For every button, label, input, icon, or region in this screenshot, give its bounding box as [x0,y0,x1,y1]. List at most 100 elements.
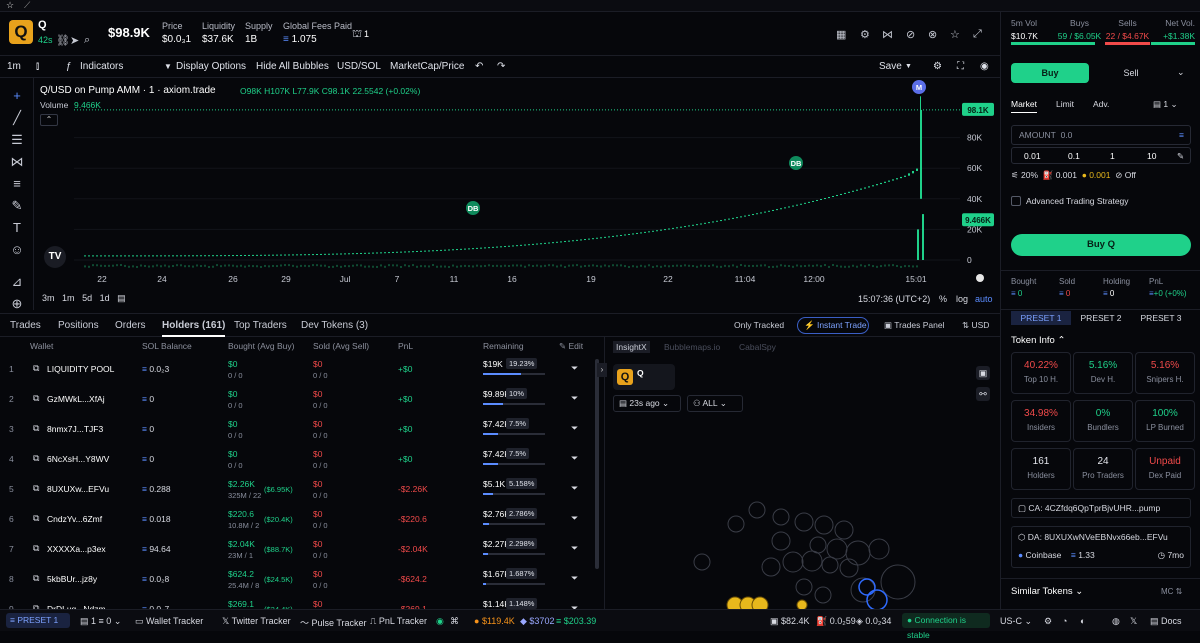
tab-top-traders[interactable]: Top Traders [234,320,287,331]
table-row[interactable]: 4 ⧉ 6NcXsH...Y8WV ≡ 0 $0 0 / 0 $0 0 / 0 +$0 $7.42… [0,445,595,475]
palette-icon[interactable]: ◐ [1080,616,1085,626]
amount-preset[interactable]: 0.01 [1024,151,1041,161]
brush-icon[interactable]: ✎ [9,198,25,214]
preset-3-tab[interactable]: PRESET 3 [1131,311,1191,325]
calendar-icon[interactable]: ▤ [117,293,126,303]
trade-settings[interactable]: ⚟ 20% ⛽ 0.001 ● 0.001 ⊘ Off [1011,170,1191,181]
tab-dev-tokens[interactable]: Dev Tokens (3) [301,320,368,331]
zoom-icon[interactable]: ⊕ [9,296,25,312]
bell-icon[interactable]: ◔ [1062,616,1067,626]
table-row[interactable]: 9⧉DrDLuq...Ndzm≡ 0.0₂7$269.1($24.4K)$0-$… [0,595,595,609]
region-selector[interactable]: US-C ⌄ [1000,616,1032,627]
settings-icon[interactable]: ⚙ [1044,616,1052,627]
redo-icon[interactable]: ↷ [497,61,505,72]
candle-type-icon[interactable]: ⫾ [36,61,39,72]
expand-icon[interactable]: ⤢ [973,28,982,41]
only-tracked-toggle[interactable]: Only Tracked [734,320,784,330]
tab-orders[interactable]: Orders [115,320,146,331]
filter-icon[interactable]: ⏷ [571,513,578,524]
filter-icon[interactable]: ⏷ [571,573,578,584]
dev-address[interactable]: ⬡ DA: 8UXUXwNVeEBNvx66eb...EFVu ● Coinba… [1011,526,1191,568]
pulse-tracker-button[interactable]: 〜 Pulse Tracker [300,616,367,629]
percent-toggle[interactable]: % [939,294,947,304]
sell-tab[interactable]: Sell [1091,63,1171,83]
star-icon[interactable]: ☆ [950,28,960,41]
external-link-icon[interactable]: ⧉ [33,453,39,464]
instant-trade-button[interactable]: ⚡ Instant Trade [797,317,869,334]
wallet-address[interactable]: 8UXUXw...EFVu [47,484,109,494]
docs-link[interactable]: ▤ Docs [1150,616,1182,627]
wallets-selector[interactable]: ▤ 1 ⌄ [1153,99,1178,110]
external-link-icon[interactable]: ⧉ [33,393,39,404]
wallet-address[interactable]: 8nmx7J...TJF3 [47,424,103,434]
preset-1-tab[interactable]: PRESET 1 [1011,311,1071,325]
external-link-icon[interactable]: ⧉ [33,543,39,554]
amount-preset[interactable]: 1 [1110,151,1115,161]
adv-tab[interactable]: Adv. [1093,99,1109,109]
chart-icon[interactable]: ⟋ [24,0,30,11]
settings-icon[interactable]: ⚙ [860,28,870,41]
edit-button[interactable]: ✎ Edit [559,341,583,352]
range-button[interactable]: 5d [82,293,92,303]
mc-sort[interactable]: MC ⇅ [1161,587,1182,596]
buy-button[interactable]: Buy Q [1011,234,1191,256]
trendline-icon[interactable]: ╱ [9,110,25,126]
range-button[interactable]: 1d [100,293,110,303]
filter-icon[interactable]: ⏷ [571,393,578,404]
search-icon[interactable]: ⌕ [84,34,90,47]
interval-button[interactable]: 1m [7,61,21,72]
amount-preset[interactable]: 0.1 [1068,151,1080,161]
camera-icon[interactable]: ◉ [980,61,989,72]
metric-toggle[interactable]: MarketCap/Price [390,61,464,72]
wallet-address[interactable]: XXXXXa...p3ex [47,544,106,554]
token-info-title[interactable]: Token Info ⌃ [1011,335,1065,346]
ruler-icon[interactable]: ⊿ [9,274,25,290]
range-button[interactable]: 1m [62,293,75,303]
link-icon[interactable]: ⛓ [56,34,70,47]
preset-selector[interactable]: ≡ PRESET 1 [6,613,70,628]
wallet-address[interactable]: LIQUIDITY POOL [47,364,114,374]
tab-trades[interactable]: Trades [10,320,41,331]
edit-icon[interactable]: ✎ [1177,151,1184,162]
price-chart[interactable]: Q/USD on Pump AMM · 1 · axiom.trade O98K… [34,78,1000,310]
filter-icon[interactable]: ⏷ [571,453,578,464]
discord-icon[interactable]: ◍ [1112,616,1120,627]
trades-panel-button[interactable]: ▣ Trades Panel [884,320,945,331]
pattern-icon[interactable]: ⋈ [9,154,25,170]
external-link-icon[interactable]: ⧉ [33,423,39,434]
scrollbar[interactable] [595,359,599,569]
currency-toggle[interactable]: ⇅ USD [962,320,989,331]
wallet-selector[interactable]: ▤ 1 ≡ 0 ⌄ [80,616,121,627]
wallet-address[interactable]: CndzYv...6Zmf [47,514,102,524]
bag-icon[interactable]: ⛫ [352,28,362,42]
range-button[interactable]: 3m [42,293,55,303]
emoji-icon[interactable]: ☺ [9,242,25,258]
external-link-icon[interactable]: ⧉ [33,513,39,524]
table-row[interactable]: 2 ⧉ GzMWkL...XfAj ≡ 0 $0 0 / 0 $0 0 / 0 +$0 $9.89… [0,385,595,415]
indicators-button[interactable]: Indicators [80,61,123,72]
table-row[interactable]: 6 ⧉ CndzYv...6Zmf ≡ 0.018 $220.6 10.8M / 2 ($2… [0,505,595,535]
chart-settings-icon[interactable]: ⚙ [933,61,942,72]
table-row[interactable]: 3 ⧉ 8nmx7J...TJF3 ≡ 0 $0 0 / 0 $0 0 / 0 +$0 $7.42… [0,415,595,445]
filter-icon[interactable]: ⏷ [571,363,578,374]
crosshair-icon[interactable]: + [9,88,25,104]
market-tab[interactable]: Market [1011,99,1037,113]
log-toggle[interactable]: log [956,294,968,304]
table-row[interactable]: 8 ⧉ 5kbBUr...jz8y ≡ 0.0₂8 $624.2 25.4M / 8 ($2… [0,565,595,595]
auto-toggle[interactable]: auto [975,294,993,304]
fullscreen-icon[interactable]: ⛶ [957,61,964,72]
bubble-map[interactable] [605,337,1001,609]
hlines-icon[interactable]: ☰ [9,132,25,148]
save-button[interactable]: Save [879,61,902,72]
hide-bubbles-button[interactable]: Hide All Bubbles [256,61,329,72]
x-icon[interactable]: 𝕏 [1130,616,1137,627]
similar-tokens-title[interactable]: Similar Tokens ⌄ [1011,586,1083,597]
display-options-button[interactable]: Display Options [176,61,246,72]
twitter-tracker-button[interactable]: 𝕏 Twitter Tracker [222,616,291,627]
table-row[interactable]: 1 ⧉ LIQUIDITY POOL ≡ 0.0₂3 $0 0 / 0 $0 0 / 0 +$0… [0,355,595,385]
star-icon[interactable]: ☆ [6,0,14,11]
share-icon[interactable]: ⋈ [882,28,893,41]
advanced-checkbox[interactable] [1011,196,1021,206]
tab-positions[interactable]: Positions [58,320,99,331]
filter-icon[interactable]: ⏷ [571,543,578,554]
